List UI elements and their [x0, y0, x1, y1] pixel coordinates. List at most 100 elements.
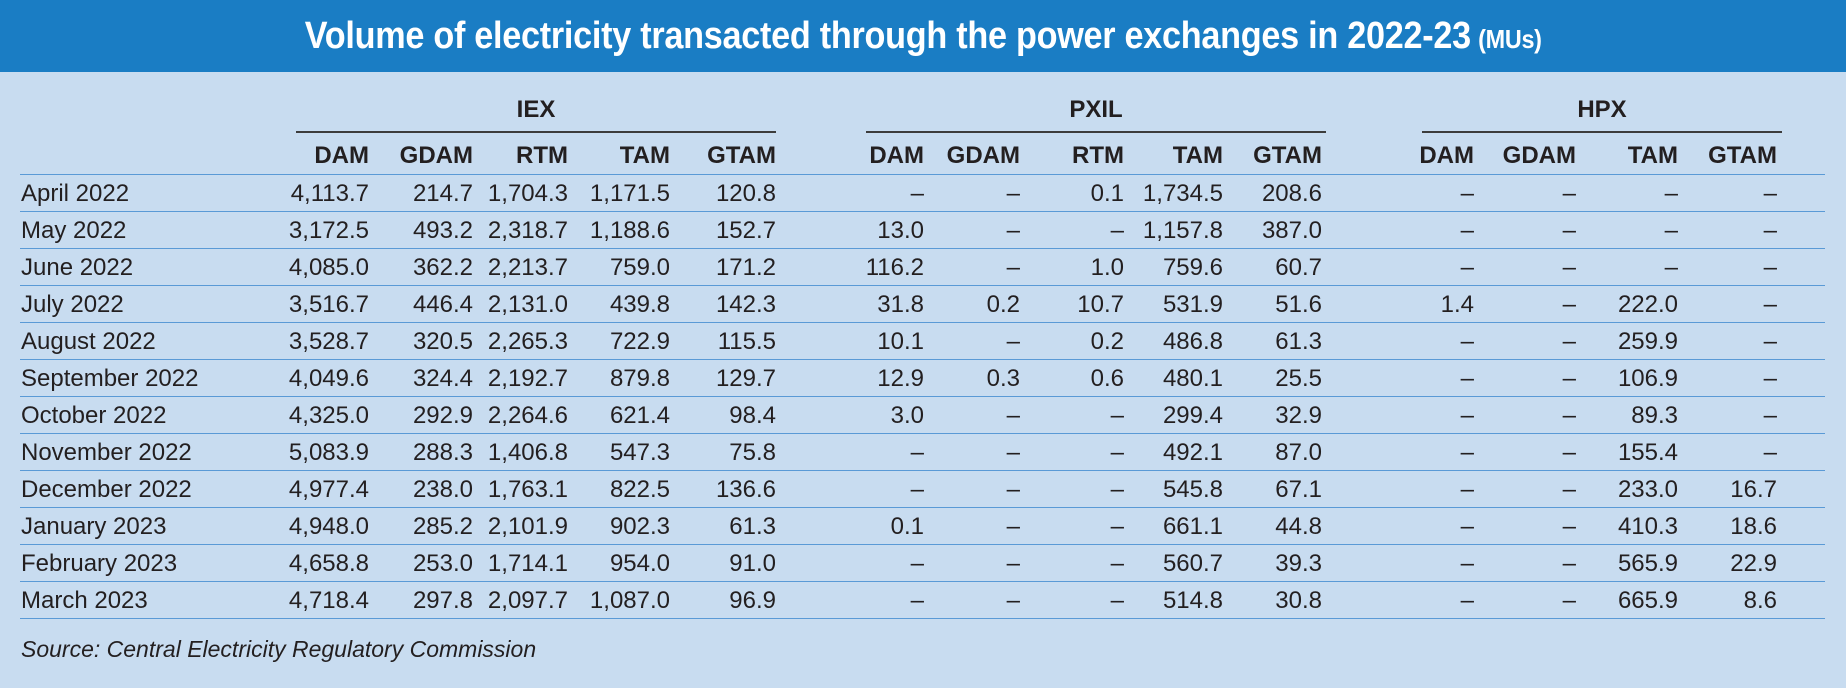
- table-cell-pxil: 67.1: [1275, 476, 1322, 503]
- table-cell-hpx: 22.9: [1730, 550, 1777, 577]
- table-cell-hpx: –: [1460, 402, 1474, 429]
- table-cell-hpx: –: [1460, 217, 1474, 244]
- table-cell-pxil: –: [1110, 402, 1124, 429]
- table-cell-iex: 115.5: [717, 328, 776, 355]
- table-cell-pxil: 0.3: [986, 365, 1020, 392]
- table-cell-pxil: 1,734.5: [1142, 180, 1223, 207]
- table-cell-pxil: 387.0: [1261, 217, 1322, 244]
- table-cell-pxil: 30.8: [1275, 587, 1322, 614]
- table-row: November 2022 5,083.9 288.3 1,406.8 547.3 75.…: [0, 434, 1846, 471]
- table-cell-pxil: –: [1006, 513, 1020, 540]
- table-cell-pxil: 661.1: [1162, 513, 1223, 540]
- table-cell-iex: 4,977.4: [288, 476, 369, 503]
- table-cell-hpx: –: [1460, 254, 1474, 281]
- column-header-hpx-tam: TAM: [1627, 142, 1678, 169]
- table-cell-hpx: –: [1562, 254, 1576, 281]
- table-cell-pxil: 0.1: [1090, 180, 1124, 207]
- table-row: June 2022 4,085.0 362.2 2,213.7 759.0 171.2 11…: [0, 249, 1846, 286]
- table-cell-pxil: 299.4: [1162, 402, 1223, 429]
- row-month: March 2023: [21, 587, 148, 614]
- row-month: February 2023: [21, 550, 178, 577]
- table-cell-pxil: –: [1006, 402, 1020, 429]
- column-header-iex-tam: TAM: [619, 142, 670, 169]
- table-cell-pxil: 759.6: [1162, 254, 1223, 281]
- row-month: September 2022: [21, 365, 199, 392]
- table-cell-pxil: 51.6: [1275, 291, 1322, 318]
- row-month: January 2023: [21, 513, 167, 540]
- row-divider: [20, 396, 1825, 397]
- row-divider: [20, 470, 1825, 471]
- table-cell-iex: 4,085.0: [288, 254, 369, 281]
- table-cell-hpx: –: [1664, 180, 1678, 207]
- table-cell-hpx: –: [1562, 476, 1576, 503]
- table-cell-pxil: –: [910, 180, 924, 207]
- table-row: May 2022 3,172.5 493.2 2,318.7 1,188.6 152.7 1…: [0, 212, 1846, 249]
- row-month: December 2022: [21, 476, 192, 503]
- column-header-iex-dam: DAM: [314, 142, 369, 169]
- table-cell-iex: 2,318.7: [487, 217, 568, 244]
- table-cell-iex: 4,049.6: [288, 365, 369, 392]
- table-cell-hpx: 155.4: [1617, 439, 1678, 466]
- table-cell-hpx: 233.0: [1617, 476, 1678, 503]
- table-cell-hpx: –: [1763, 291, 1777, 318]
- row-divider: [20, 544, 1825, 545]
- table-cell-pxil: 0.2: [1090, 328, 1124, 355]
- table-cell-hpx: 16.7: [1730, 476, 1777, 503]
- table-cell-hpx: –: [1664, 254, 1678, 281]
- row-divider: [20, 618, 1825, 619]
- table-cell-hpx: 1.4: [1440, 291, 1474, 318]
- table-cell-pxil: 60.7: [1275, 254, 1322, 281]
- table-cell-iex: 4,325.0: [288, 402, 369, 429]
- table-cell-pxil: –: [1006, 550, 1020, 577]
- table-cell-pxil: –: [1006, 180, 1020, 207]
- page-title: Volume of electricity transacted through…: [305, 15, 1542, 58]
- table-cell-pxil: 10.7: [1077, 291, 1124, 318]
- table-cell-hpx: –: [1562, 291, 1576, 318]
- table-cell-pxil: –: [1110, 513, 1124, 540]
- title-bar: Volume of electricity transacted through…: [0, 0, 1846, 72]
- table-cell-iex: 954.0: [609, 550, 670, 577]
- table-cell-hpx: –: [1562, 328, 1576, 355]
- table-cell-iex: 129.7: [715, 365, 776, 392]
- table-cell-hpx: –: [1562, 550, 1576, 577]
- table-cell-iex: 288.3: [412, 439, 473, 466]
- table-cell-pxil: 545.8: [1162, 476, 1223, 503]
- table-cell-iex: 902.3: [609, 513, 670, 540]
- table-cell-iex: 3,528.7: [288, 328, 369, 355]
- table-cell-pxil: 32.9: [1275, 402, 1322, 429]
- table-cell-hpx: 665.9: [1617, 587, 1678, 614]
- row-month: July 2022: [21, 291, 124, 318]
- table-cell-hpx: –: [1460, 587, 1474, 614]
- table-cell-iex: 493.2: [412, 217, 473, 244]
- column-header-iex-rtm: RTM: [516, 142, 568, 169]
- table-cell-iex: 5,083.9: [288, 439, 369, 466]
- table-cell-iex: 152.7: [715, 217, 776, 244]
- table-cell-iex: 879.8: [609, 365, 670, 392]
- table-cell-pxil: 514.8: [1162, 587, 1223, 614]
- table-cell-hpx: –: [1562, 180, 1576, 207]
- row-divider: [20, 359, 1825, 360]
- table-cell-pxil: –: [1006, 328, 1020, 355]
- table-cell-iex: 1,714.1: [487, 550, 568, 577]
- table-cell-hpx: –: [1460, 476, 1474, 503]
- table-cell-pxil: 486.8: [1162, 328, 1223, 355]
- column-header-hpx-dam: DAM: [1419, 142, 1474, 169]
- table-cell-hpx: –: [1763, 180, 1777, 207]
- table-cell-pxil: –: [910, 550, 924, 577]
- table-cell-hpx: 89.3: [1631, 402, 1678, 429]
- table-cell-iex: 362.2: [412, 254, 473, 281]
- table-cell-iex: 1,763.1: [487, 476, 568, 503]
- group-label-pxil: PXIL: [1069, 96, 1123, 123]
- table-cell-iex: 759.0: [609, 254, 670, 281]
- table-cell-iex: 547.3: [609, 439, 670, 466]
- table-row: September 2022 4,049.6 324.4 2,192.7 879.8 12…: [0, 360, 1846, 397]
- table-row: April 2022 4,113.7 214.7 1,704.3 1,171.5 120.…: [0, 175, 1846, 212]
- column-header-pxil-rtm: RTM: [1072, 142, 1124, 169]
- table-cell-hpx: 18.6: [1730, 513, 1777, 540]
- table-cell-hpx: –: [1562, 402, 1576, 429]
- row-month: November 2022: [21, 439, 192, 466]
- row-month: August 2022: [21, 328, 156, 355]
- row-divider: [20, 211, 1825, 212]
- table-cell-hpx: 410.3: [1617, 513, 1678, 540]
- table-cell-hpx: –: [1763, 402, 1777, 429]
